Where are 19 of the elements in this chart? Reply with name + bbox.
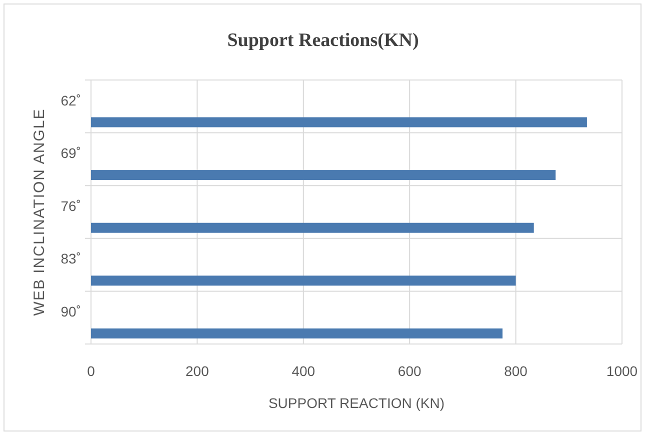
bar (91, 117, 587, 128)
y-tick-label: 90˚ (60, 304, 81, 320)
x-tick-label: 1000 (606, 363, 638, 379)
x-tick-label: 800 (504, 363, 528, 379)
bar (91, 222, 534, 233)
x-tick-label: 0 (87, 363, 96, 379)
y-tick-label: 62˚ (60, 92, 81, 108)
x-tick-label: 400 (292, 363, 316, 379)
x-tick-label: 600 (398, 363, 422, 379)
y-tick-label: 83˚ (60, 250, 81, 267)
y-tick-label: 69˚ (60, 145, 81, 162)
chart-title: Support Reactions(KN) (227, 30, 419, 51)
bar (91, 276, 516, 286)
bar (91, 328, 503, 338)
y-tick-label: 76˚ (60, 198, 81, 214)
bar (91, 170, 556, 180)
x-axis-title: SUPPORT REACTION (KN) (268, 395, 445, 411)
y-axis-title: WEB INCLINATION ANGLE (31, 108, 48, 316)
x-tick-label: 200 (186, 363, 210, 379)
